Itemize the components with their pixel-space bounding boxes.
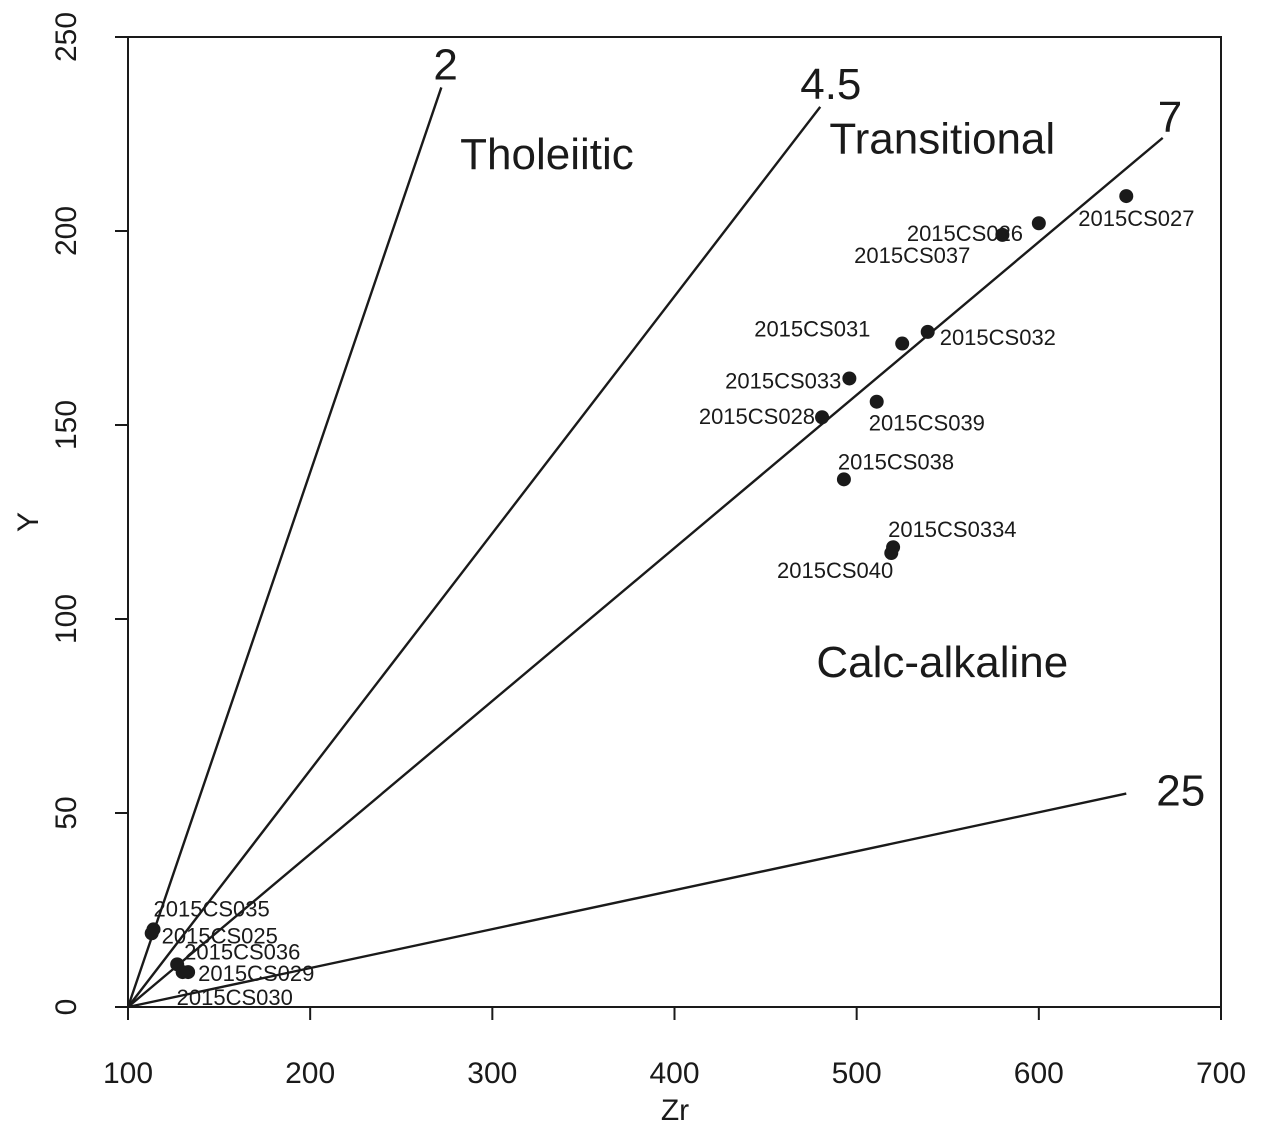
y-axis: 0 50 100 150 200 250 xyxy=(50,12,128,1015)
y-tick-label-150: 150 xyxy=(50,400,83,450)
x-tick-label-600: 600 xyxy=(1014,1057,1064,1090)
data-point-2015cs037 xyxy=(995,227,1010,242)
data-point-2015cs033 xyxy=(842,371,857,386)
x-tick-label-500: 500 xyxy=(832,1057,882,1090)
point-label-2015cs0334: 2015CS0334 xyxy=(888,517,1016,542)
x-axis-title: Zr xyxy=(661,1094,689,1127)
data-point-2015cs040 xyxy=(884,546,899,561)
region-label-tholeiitic: Tholeiitic xyxy=(460,130,634,179)
point-label-2015cs040: 2015CS040 xyxy=(777,558,893,583)
ratio-line-7 xyxy=(127,136,1164,1008)
x-axis: 100 200 300 400 500 600 700 xyxy=(103,1007,1246,1090)
point-label-2015cs031: 2015CS031 xyxy=(754,317,870,342)
point-label-2015cs029: 2015CS029 xyxy=(198,961,314,986)
ratio-lines xyxy=(126,87,1164,1009)
ratio-line-2 xyxy=(126,87,443,1008)
ratio-line-label-2: 2 xyxy=(433,40,457,89)
data-points xyxy=(144,189,1134,980)
point-label-2015cs038: 2015CS038 xyxy=(838,449,954,474)
region-label-transitional: Transitional xyxy=(829,114,1055,163)
y-tick-label-250: 250 xyxy=(50,12,83,62)
point-label-2015cs028: 2015CS028 xyxy=(699,404,815,429)
point-label-2015cs036: 2015CS036 xyxy=(184,939,300,964)
y-tick-label-100: 100 xyxy=(50,594,83,644)
x-tick-label-100: 100 xyxy=(103,1057,153,1090)
data-point-2015cs032 xyxy=(920,324,935,339)
data-point-2015cs027 xyxy=(1119,189,1134,204)
ratio-line-label-7: 7 xyxy=(1158,93,1182,142)
data-point-2015cs028 xyxy=(815,410,830,425)
data-point-2015cs026 xyxy=(1031,216,1046,231)
data-point-2015cs030 xyxy=(175,965,190,980)
ratio-line-label-4-5: 4.5 xyxy=(800,60,861,109)
data-point-2015cs025 xyxy=(144,926,159,941)
point-label-2015cs035: 2015CS035 xyxy=(154,896,270,921)
region-label-calc-alkaline: Calc-alkaline xyxy=(816,638,1068,687)
data-point-2015cs031 xyxy=(895,336,910,351)
point-label-2015cs027: 2015CS027 xyxy=(1078,206,1194,231)
point-label-2015cs037: 2015CS037 xyxy=(854,243,970,268)
x-tick-label-200: 200 xyxy=(285,1057,335,1090)
point-label-2015cs030: 2015CS030 xyxy=(177,985,293,1010)
data-point-2015cs039 xyxy=(869,394,884,409)
point-label-2015cs033: 2015CS033 xyxy=(725,368,841,393)
point-label-2015cs039: 2015CS039 xyxy=(869,411,985,436)
y-axis-title: Y xyxy=(12,512,45,532)
region-labels: Tholeiitic Transitional Calc-alkaline xyxy=(460,114,1068,687)
x-tick-label-400: 400 xyxy=(649,1057,699,1090)
point-label-2015cs026: 2015CS026 xyxy=(907,221,1023,246)
y-tick-label-50: 50 xyxy=(50,796,83,829)
ratio-line-labels: 2 4.5 7 25 xyxy=(433,40,1205,815)
ratio-line-25 xyxy=(127,792,1127,1009)
point-label-2015cs032: 2015CS032 xyxy=(940,325,1056,350)
y-tick-label-200: 200 xyxy=(50,206,83,256)
ratio-line-4-5 xyxy=(127,106,822,1008)
x-tick-label-700: 700 xyxy=(1196,1057,1246,1090)
y-tick-label-0: 0 xyxy=(50,999,83,1016)
x-tick-label-300: 300 xyxy=(467,1057,517,1090)
point-label-2015cs025: 2015CS025 xyxy=(162,923,278,948)
ratio-line-label-25: 25 xyxy=(1156,767,1205,816)
data-point-2015cs038 xyxy=(836,472,851,487)
